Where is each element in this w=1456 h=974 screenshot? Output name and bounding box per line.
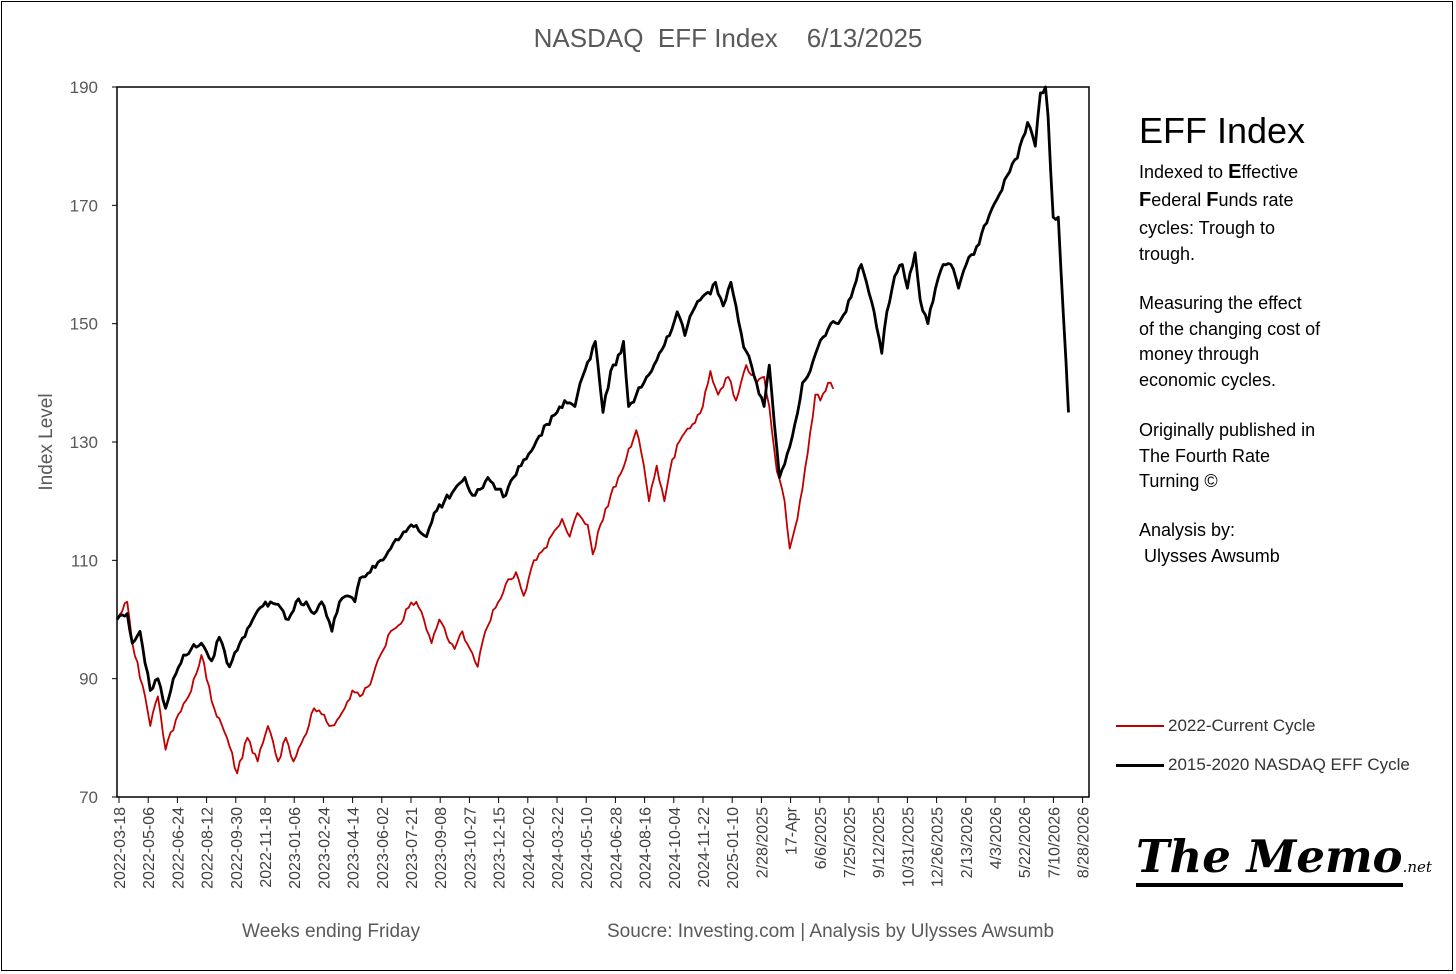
x-tick-label: 2023-07-21 bbox=[404, 807, 421, 889]
series-line-2015 bbox=[115, 85, 1070, 710]
x-tick-label: 9/12/2025 bbox=[871, 807, 888, 878]
y-tick-label: 150 bbox=[70, 315, 98, 334]
y-tick-label: 90 bbox=[79, 670, 98, 689]
x-tick-label: 2/28/2025 bbox=[754, 807, 771, 878]
x-tick-label: 2024-06-28 bbox=[608, 807, 625, 889]
x-tick-label: 4/3/2026 bbox=[988, 807, 1005, 869]
legend-label-current: 2022-Current Cycle bbox=[1168, 716, 1316, 735]
panel-para-4: Analysis by: Ulysses Awsumb bbox=[1139, 520, 1280, 566]
panel-para-2: Measuring the effect of the changing cos… bbox=[1139, 293, 1321, 390]
plot-area bbox=[116, 86, 1090, 798]
x-tick-label: 2024-03-22 bbox=[550, 807, 567, 889]
y-tick-label: 70 bbox=[79, 788, 98, 807]
the-memo-logo: The Memo.net bbox=[1136, 831, 1432, 887]
x-tick-label: 7/10/2026 bbox=[1046, 807, 1063, 878]
chart-title: NASDAQ EFF Index 6/13/2025 bbox=[533, 23, 923, 53]
y-axis-title: Index Level bbox=[36, 393, 57, 490]
x-tick-label: 8/28/2026 bbox=[1076, 807, 1093, 878]
panel-line-2-d: unds rate bbox=[1218, 190, 1294, 210]
x-tick-label: 5/22/2026 bbox=[1017, 807, 1034, 878]
x-tick-label: 2023-10-27 bbox=[462, 807, 479, 889]
x-tick-label: 2023-01-06 bbox=[287, 807, 304, 889]
x-tick-label: 17-Apr bbox=[784, 806, 801, 855]
x-tick-label: 12/26/2025 bbox=[930, 807, 947, 887]
x-tick-label: 7/25/2025 bbox=[842, 807, 859, 878]
x-tick-label: 10/31/2025 bbox=[900, 807, 917, 887]
x-tick-label: 2022-08-12 bbox=[200, 807, 217, 889]
x-tick-label: 2024-10-04 bbox=[667, 807, 684, 889]
x-tick-label: 2022-03-18 bbox=[112, 807, 129, 889]
x-tick-label: 2/13/2026 bbox=[959, 807, 976, 878]
x-tick-label: 2022-06-24 bbox=[170, 807, 187, 889]
x-tick-label: 2022-11-18 bbox=[258, 807, 275, 888]
logo-suffix-text: .net bbox=[1402, 858, 1432, 876]
panel-line-1-b: E bbox=[1228, 161, 1242, 183]
y-tick-label: 110 bbox=[71, 551, 98, 570]
legend-swatch-red bbox=[1116, 725, 1164, 727]
x-tick-label: 2024-08-16 bbox=[638, 807, 655, 889]
x-tick-label: 2023-04-14 bbox=[346, 807, 363, 889]
x-tick-label: 2024-11-22 bbox=[696, 807, 713, 888]
legend-label-2015: 2015-2020 NASDAQ EFF Cycle bbox=[1168, 755, 1410, 774]
x-tick-label: 2023-12-15 bbox=[492, 807, 509, 889]
logo-main-text: The Memo bbox=[1136, 831, 1403, 887]
x-tick-label: 2023-09-08 bbox=[433, 807, 450, 889]
x-tick-label: 2022-05-06 bbox=[141, 807, 158, 889]
y-tick-label: 190 bbox=[70, 78, 98, 97]
x-tick-label: 2023-02-24 bbox=[316, 807, 333, 889]
x-tick-label: 2025-01-10 bbox=[725, 807, 742, 889]
x-tick-label: 6/6/2025 bbox=[813, 807, 830, 869]
panel-line-2-a: F bbox=[1139, 189, 1152, 211]
series-line-current bbox=[116, 364, 835, 775]
y-tick-label: 170 bbox=[70, 196, 98, 215]
panel-line-2-c: F bbox=[1206, 189, 1219, 211]
x-tick-label: 2024-02-02 bbox=[521, 807, 538, 889]
panel-line-1: Indexed to Effective bbox=[1139, 160, 1298, 186]
panel-line-3: cycles: Trough to trough. bbox=[1139, 218, 1276, 264]
x-axis-title: Weeks ending Friday bbox=[242, 921, 421, 942]
panel-line-2: Federal Funds rate bbox=[1139, 188, 1294, 214]
panel-heading: EFF Index bbox=[1139, 110, 1306, 151]
x-tick-label: 2024-05-10 bbox=[579, 807, 596, 889]
panel-line-1-a: Indexed to bbox=[1139, 162, 1229, 182]
x-tick-label: 2023-06-02 bbox=[375, 807, 392, 889]
panel-para-3: Originally published in The Fourth Rate … bbox=[1139, 420, 1316, 491]
panel-line-2-b: ederal bbox=[1151, 190, 1207, 210]
y-tick-label: 130 bbox=[70, 433, 98, 452]
x-tick-label: 2022-09-30 bbox=[229, 807, 246, 889]
panel-line-1-c: ffective bbox=[1241, 162, 1299, 182]
source-note: Soucre: Investing.com | Analysis by Ulys… bbox=[607, 921, 1055, 942]
legend-swatch-black bbox=[1116, 764, 1164, 767]
